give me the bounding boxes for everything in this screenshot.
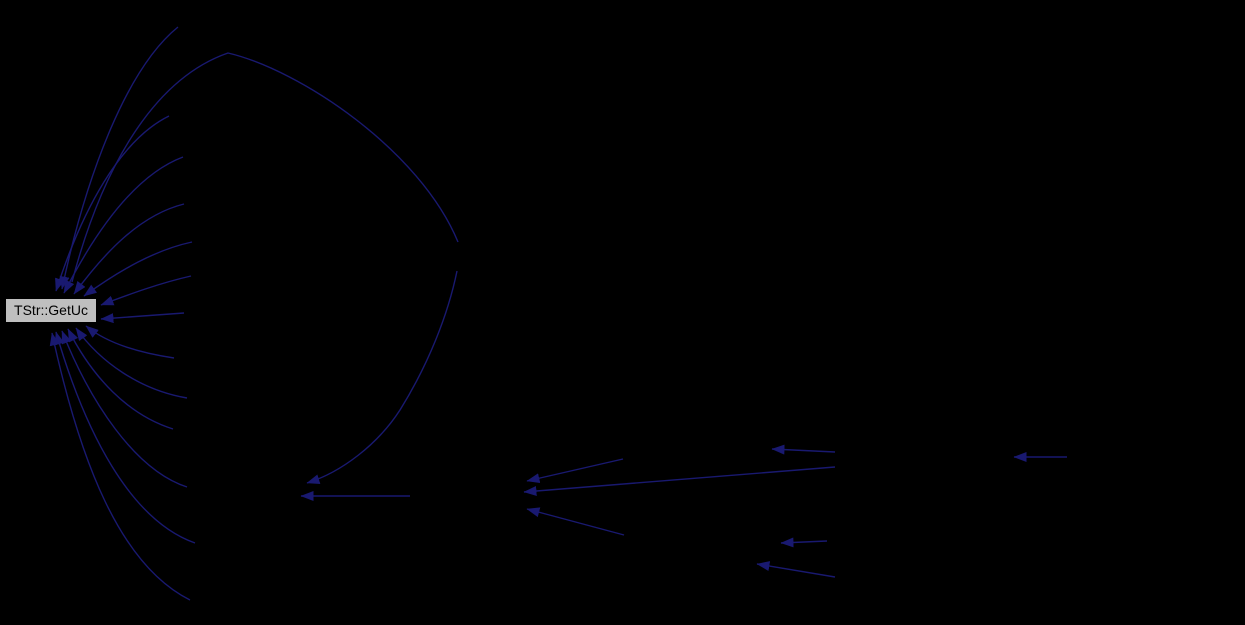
graph-edge (61, 330, 188, 488)
edge-group (49, 26, 1067, 601)
graph-edge (756, 561, 836, 578)
graph-edge (83, 241, 193, 297)
graph-edge (771, 444, 836, 455)
graph-edge (67, 328, 174, 430)
graph-edge (73, 203, 185, 295)
graph-edge (100, 275, 192, 306)
graph-edge (54, 331, 196, 544)
graph-edge (306, 270, 458, 485)
graph-edge (75, 327, 188, 399)
graph-edge (780, 537, 828, 548)
graph-edge (526, 458, 624, 484)
graph-edge (49, 332, 191, 601)
graph-edge (100, 312, 185, 324)
graph-edge (526, 507, 625, 536)
graph-edge (523, 466, 836, 496)
node-tstr-getuc[interactable]: TStr::GetUc (5, 298, 97, 323)
graph-edge (71, 52, 459, 283)
graph-edge (55, 115, 170, 292)
graph-edge (85, 325, 175, 359)
